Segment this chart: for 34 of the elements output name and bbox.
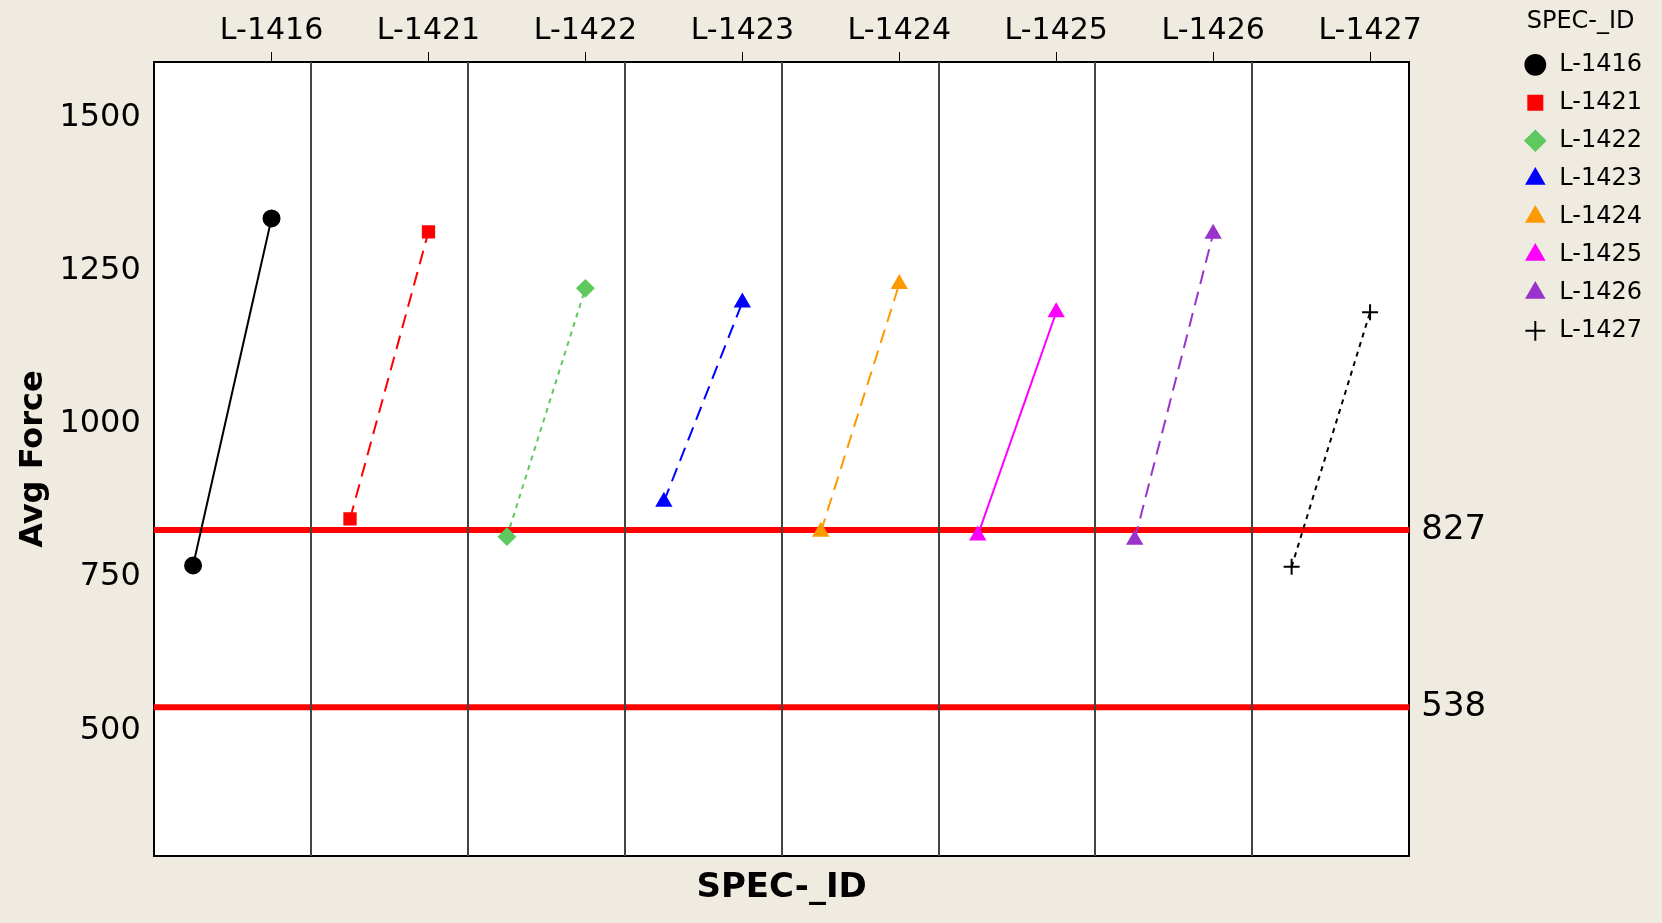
y-tick-label: 1000 (59, 402, 141, 441)
y-tick-label: 500 (79, 708, 141, 747)
y-tick-label: 1250 (59, 248, 141, 287)
x-tick-label: L-1422 (533, 10, 638, 46)
point (343, 512, 357, 526)
y-tick-label: 1500 (59, 95, 141, 134)
y-tick-label: 750 (79, 555, 141, 594)
y-axis-title: Avg Force (11, 370, 50, 548)
point (576, 279, 595, 298)
legend-label: L-1422 (1559, 125, 1642, 154)
point (1361, 303, 1380, 322)
legend-label: L-1421 (1559, 87, 1642, 116)
legend-label: L-1423 (1559, 163, 1642, 192)
legend-label: L-1425 (1559, 239, 1642, 268)
legend-label: L-1426 (1559, 277, 1642, 306)
x-tick-label: L-1423 (690, 10, 795, 46)
x-tick-label: L-1421 (376, 10, 481, 46)
x-tick-label: L-1425 (1004, 10, 1108, 46)
legend-label: L-1424 (1559, 201, 1642, 230)
point (262, 209, 281, 228)
ref-line-label: 538 (1421, 684, 1487, 724)
x-tick-label: L-1424 (847, 10, 951, 46)
point (184, 556, 203, 575)
point (421, 225, 436, 239)
x-axis-title: SPEC-_ID (696, 865, 867, 906)
point (497, 527, 516, 546)
point (1282, 557, 1301, 576)
legend-label: L-1427 (1559, 315, 1642, 344)
x-tick-label: L-1427 (1318, 10, 1422, 46)
legend-title: SPEC-_ID (1526, 6, 1635, 35)
x-tick-label: L-1416 (219, 10, 324, 46)
ref-line-label: 827 (1421, 506, 1487, 547)
x-tick-label: L-1426 (1161, 10, 1265, 46)
legend-label: L-1416 (1559, 49, 1642, 78)
